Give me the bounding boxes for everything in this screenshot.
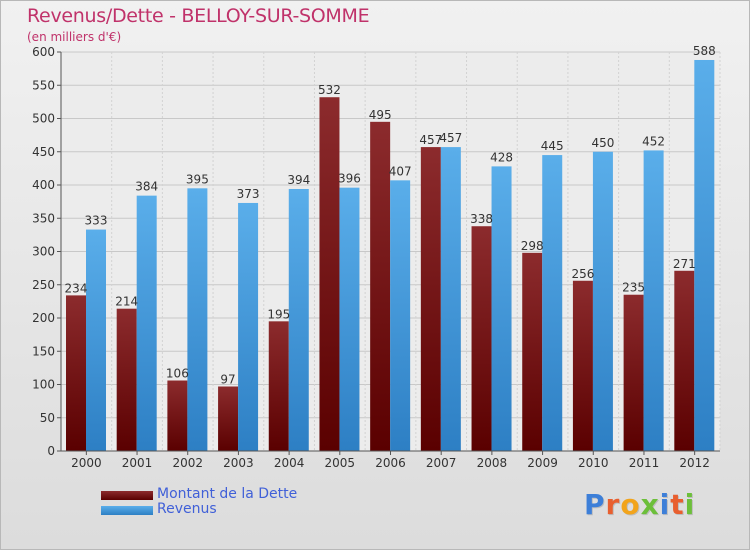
bar-debt-2010 [572,280,593,451]
x-tick-label-2009: 2009 [527,456,558,470]
x-tick-label-2011: 2011 [629,456,660,470]
bar-debt-2005 [319,97,340,451]
y-tick-label: 550 [32,78,55,92]
y-tick-label: 450 [32,145,55,159]
bar-debt-2009 [522,252,543,451]
bar-revenue-2009 [542,155,563,451]
bar-debt-2004 [268,321,289,451]
bar-revenue-2003 [238,202,259,451]
bar-debt-2006 [370,121,391,451]
data-label-revenue-2007: 457 [439,131,462,145]
data-label-debt-2012: 271 [673,257,696,271]
x-tick-label-2006: 2006 [375,456,406,470]
logo-letter: i [684,488,696,521]
y-tick-label: 200 [32,311,55,325]
logo-letter: o [620,488,641,521]
x-tick-label-2003: 2003 [223,456,254,470]
x-tick-label-2007: 2007 [426,456,457,470]
x-tick-label-2004: 2004 [274,456,305,470]
bar-revenue-2011 [643,150,664,452]
y-tick-label: 50 [40,411,55,425]
bar-revenue-2008 [491,166,512,451]
x-tick-label-2010: 2010 [578,456,609,470]
x-tick-label-2000: 2000 [71,456,102,470]
y-tick-label: 100 [32,378,55,392]
y-tick-label: 250 [32,278,55,292]
x-tick-label-2001: 2001 [122,456,153,470]
data-label-revenue-2003: 373 [237,187,260,201]
bar-debt-2001 [116,308,137,451]
data-label-revenue-2000: 333 [85,214,108,228]
bar-debt-2008 [471,226,492,451]
bar-revenue-2004 [288,188,309,452]
bar-revenue-2007 [440,147,461,451]
y-tick-label: 500 [32,112,55,126]
data-label-debt-2007: 457 [419,133,442,147]
chart-title: Revenus/Dette - BELLOY-SUR-SOMME [27,5,370,27]
bar-debt-2011 [623,294,644,451]
bar-debt-2003 [218,386,239,451]
data-label-revenue-2009: 445 [541,139,564,153]
data-label-revenue-2006: 407 [389,164,412,178]
data-label-debt-2010: 256 [571,267,594,281]
data-label-debt-2002: 106 [166,367,189,381]
data-label-debt-2008: 338 [470,212,493,226]
data-label-debt-2000: 234 [65,281,88,295]
data-label-debt-2003: 97 [220,372,235,386]
data-label-revenue-2001: 384 [135,180,158,194]
logo-letter: i [659,488,671,521]
data-label-revenue-2005: 396 [338,172,361,186]
bar-revenue-2000 [86,229,106,451]
chart-subtitle: (en milliers d'€) [27,30,122,44]
legend-swatch-debt [101,491,153,500]
y-tick-label: 300 [32,245,55,259]
bar-debt-2002 [167,380,188,451]
legend-label-debt: Montant de la Dette [157,486,298,502]
bar-revenue-2001 [136,195,157,451]
proxiti-logo: Proxiti [584,488,695,521]
x-tick-label-2005: 2005 [325,456,356,470]
logo-letter: x [640,488,660,521]
x-tick-label-2012: 2012 [679,456,710,470]
x-tick-label-2008: 2008 [477,456,508,470]
data-label-debt-2005: 532 [318,83,341,97]
bar-debt-2007 [420,147,441,451]
data-label-debt-2001: 214 [115,295,138,309]
bar-revenue-2012 [694,59,715,451]
data-label-revenue-2012: 588 [693,44,716,58]
y-tick-label: 600 [32,45,55,59]
legend-label-revenue: Revenus [157,501,217,517]
y-tick-label: 350 [32,211,55,225]
bar-debt-2000 [66,295,86,451]
logo-letter: t [670,488,685,521]
data-label-revenue-2010: 450 [591,136,614,150]
bar-revenue-2005 [339,187,360,451]
bar-revenue-2010 [592,151,613,451]
data-label-debt-2006: 495 [369,108,392,122]
data-label-revenue-2004: 394 [287,173,310,187]
bar-revenue-2006 [390,180,411,451]
data-label-debt-2004: 195 [267,307,290,321]
data-label-debt-2009: 298 [521,239,544,253]
y-tick-label: 400 [32,178,55,192]
legend-swatch-revenue [101,506,153,515]
data-label-revenue-2008: 428 [490,150,513,164]
data-label-revenue-2002: 395 [186,172,209,186]
y-tick-label: 150 [32,344,55,358]
x-tick-label-2002: 2002 [172,456,203,470]
bar-debt-2012 [674,270,695,451]
data-label-revenue-2011: 452 [642,134,665,148]
logo-letter: r [605,488,621,521]
logo-letter: P [584,488,606,521]
data-label-debt-2011: 235 [622,281,645,295]
bar-revenue-2002 [187,188,208,451]
y-tick-label: 0 [47,444,55,458]
